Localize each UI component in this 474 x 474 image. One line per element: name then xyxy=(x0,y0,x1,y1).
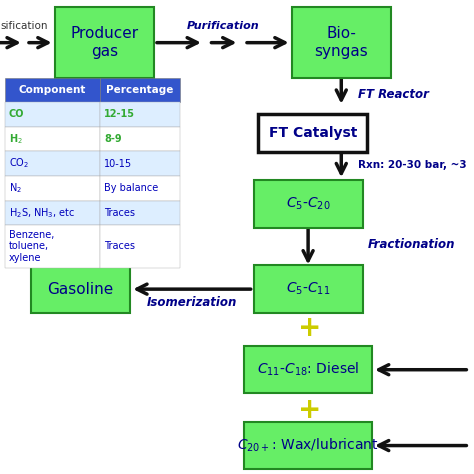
Text: 12-15: 12-15 xyxy=(104,109,135,119)
Text: Purification: Purification xyxy=(186,21,259,31)
FancyBboxPatch shape xyxy=(292,7,391,78)
FancyBboxPatch shape xyxy=(254,265,363,313)
Text: 8-9: 8-9 xyxy=(104,134,122,144)
FancyBboxPatch shape xyxy=(5,176,100,201)
FancyBboxPatch shape xyxy=(254,180,363,228)
Text: Traces: Traces xyxy=(104,208,135,218)
FancyBboxPatch shape xyxy=(100,102,180,127)
Text: Traces: Traces xyxy=(104,241,135,252)
FancyBboxPatch shape xyxy=(100,225,180,268)
Text: Fractionation: Fractionation xyxy=(367,237,455,251)
FancyBboxPatch shape xyxy=(244,346,372,393)
FancyBboxPatch shape xyxy=(5,201,100,225)
FancyBboxPatch shape xyxy=(100,151,180,176)
FancyBboxPatch shape xyxy=(5,102,100,127)
Text: $C_{20+}$: Wax/lubricant: $C_{20+}$: Wax/lubricant xyxy=(237,437,379,454)
Text: CO: CO xyxy=(9,109,24,119)
FancyBboxPatch shape xyxy=(55,7,154,78)
Text: Gasoline: Gasoline xyxy=(47,282,114,297)
Text: N$_2$: N$_2$ xyxy=(9,181,21,195)
Text: $C_{11}$-$C_{18}$: Diesel: $C_{11}$-$C_{18}$: Diesel xyxy=(257,361,359,378)
FancyBboxPatch shape xyxy=(5,151,100,176)
Text: CO$_2$: CO$_2$ xyxy=(9,156,28,171)
FancyBboxPatch shape xyxy=(5,127,100,151)
Text: $C_5$-$C_{11}$: $C_5$-$C_{11}$ xyxy=(286,281,330,297)
Text: FT Catalyst: FT Catalyst xyxy=(269,126,357,140)
FancyBboxPatch shape xyxy=(100,78,180,102)
Text: 10-15: 10-15 xyxy=(104,158,132,169)
Text: Isomerization: Isomerization xyxy=(147,296,237,309)
FancyBboxPatch shape xyxy=(258,114,367,152)
FancyBboxPatch shape xyxy=(5,78,100,102)
FancyBboxPatch shape xyxy=(100,176,180,201)
Text: Benzene,
toluene,
xylene: Benzene, toluene, xylene xyxy=(9,230,54,263)
FancyBboxPatch shape xyxy=(31,265,130,313)
FancyBboxPatch shape xyxy=(244,422,372,469)
Text: sification: sification xyxy=(0,21,47,31)
FancyBboxPatch shape xyxy=(100,201,180,225)
Text: Component: Component xyxy=(18,85,86,95)
FancyBboxPatch shape xyxy=(100,127,180,151)
Text: Rxn: 20-30 bar, ~3: Rxn: 20-30 bar, ~3 xyxy=(358,160,466,170)
Text: Bio-
syngas: Bio- syngas xyxy=(314,27,368,59)
Text: Percentage: Percentage xyxy=(106,85,173,95)
Text: By balance: By balance xyxy=(104,183,158,193)
Text: $\bf{+}$: $\bf{+}$ xyxy=(297,396,319,424)
Text: Producer
gas: Producer gas xyxy=(70,27,138,59)
Text: H$_2$S, NH$_3$, etc: H$_2$S, NH$_3$, etc xyxy=(9,206,75,220)
FancyBboxPatch shape xyxy=(5,225,100,268)
Text: FT Reactor: FT Reactor xyxy=(358,88,429,101)
Text: H$_2$: H$_2$ xyxy=(9,132,22,146)
Text: $\bf{+}$: $\bf{+}$ xyxy=(297,314,319,342)
Text: $C_5$-$C_{20}$: $C_5$-$C_{20}$ xyxy=(286,196,330,212)
